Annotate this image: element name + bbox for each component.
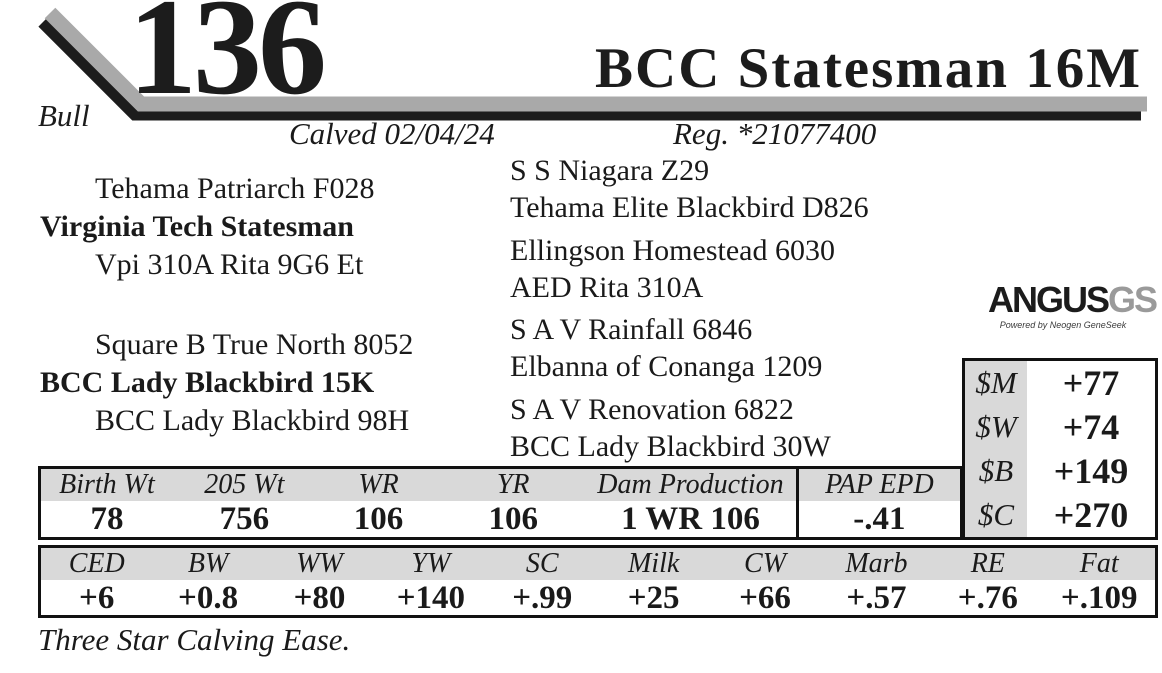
- dollar-index-value: +77: [1062, 363, 1120, 403]
- gs-logo-text: GS: [1108, 279, 1158, 320]
- pedigree-name: AED Rita 310A: [510, 271, 704, 304]
- dollar-index-label: $B: [965, 449, 1027, 493]
- cell-value: +.57: [846, 580, 907, 616]
- pedigree-sire-ancestors: S S Niagara Z29 Tehama Elite Blackbird D…: [510, 152, 869, 306]
- column-header: WR: [358, 469, 399, 500]
- pedigree-name: S S Niagara Z29: [510, 154, 710, 187]
- lot-category: Bull: [38, 98, 90, 133]
- cell-value: 1 WR 106: [621, 501, 760, 537]
- cell-value: 756: [219, 501, 270, 537]
- production-table-header-row: Birth Wt 205 Wt WR YR Dam Production PAP…: [41, 469, 960, 501]
- angus-gs-logo-tagline: Powered by Neogen GeneSeek: [999, 320, 1127, 330]
- dollar-index-row: $C +270: [965, 493, 1155, 537]
- production-table-value-row: 78 756 106 106 1 WR 106 -.41: [41, 501, 960, 538]
- dollar-index-label: $C: [965, 493, 1027, 537]
- column-header: YR: [496, 469, 530, 500]
- pedigree-name: Tehama Patriarch F028: [95, 172, 375, 205]
- pedigree-name: BCC Lady Blackbird 98H: [95, 404, 410, 437]
- column-header: Milk: [627, 548, 680, 579]
- production-table: Birth Wt 205 Wt WR YR Dam Production PAP…: [38, 466, 963, 540]
- pedigree-name-sire: Virginia Tech Statesman: [40, 210, 354, 243]
- epd-table: CED BW WW YW SC Milk CW Marb RE Fat +6 +…: [38, 545, 1158, 618]
- cell-value: +25: [627, 580, 680, 616]
- column-header: BW: [187, 548, 229, 579]
- column-header: CW: [744, 548, 787, 579]
- dollar-index-box: $M +77 $W +74 $B +149 $C +270: [962, 358, 1158, 540]
- lot-number: 136: [128, 0, 327, 123]
- pedigree-sire-parents: Tehama Patriarch F028 Virginia Tech Stat…: [40, 170, 374, 284]
- pedigree-name-dam: BCC Lady Blackbird 15K: [40, 366, 375, 399]
- registration-number: Reg. *21077400: [673, 116, 877, 151]
- cell-value: +0.8: [178, 580, 239, 616]
- cell-value: -.41: [795, 501, 960, 538]
- pedigree-name: Elbanna of Conanga 1209: [510, 350, 823, 383]
- dollar-index-label: $W: [965, 405, 1027, 449]
- pedigree-name: S A V Renovation 6822: [510, 393, 794, 426]
- cell-value: 78: [90, 501, 124, 537]
- cell-value: 106: [488, 501, 538, 537]
- angus-logo-text: ANGUS: [988, 279, 1110, 320]
- dollar-index-value: +149: [1053, 451, 1129, 491]
- pedigree-dam-ancestors: S A V Rainfall 6846 Elbanna of Conanga 1…: [510, 311, 831, 465]
- epd-table-value-row: +6 +0.8 +80 +140 +.99 +25 +66 +.57 +.76 …: [41, 580, 1155, 617]
- column-header: PAP EPD: [795, 469, 960, 501]
- dollar-index-row: $W +74: [965, 405, 1155, 449]
- dollar-index-row: $M +77: [965, 361, 1155, 405]
- cell-value: 106: [353, 501, 404, 537]
- dollar-index-value: +74: [1062, 407, 1120, 447]
- dollar-index-value: +270: [1053, 495, 1129, 535]
- dollar-index-label: $M: [965, 361, 1027, 405]
- footnote: Three Star Calving Ease.: [38, 622, 351, 657]
- calved-date: Calved 02/04/24: [289, 116, 495, 151]
- column-header: Dam Production: [597, 469, 784, 500]
- column-header: RE: [970, 548, 1005, 579]
- pedigree-dam-parents: Square B True North 8052 BCC Lady Blackb…: [40, 326, 413, 440]
- cell-value: +.76: [957, 580, 1018, 616]
- cell-value: +.109: [1060, 580, 1138, 616]
- column-header: WW: [296, 548, 343, 579]
- dollar-index-row: $B +149: [965, 449, 1155, 493]
- angus-gs-logo-wordmark: ANGUSGS: [988, 279, 1158, 320]
- pedigree-name: Square B True North 8052: [95, 328, 414, 361]
- header-stripe-decoration: [38, 7, 1147, 121]
- angus-gs-logo: ANGUSGS Powered by Neogen GeneSeek: [988, 279, 1158, 331]
- cell-value: +.99: [512, 580, 573, 616]
- column-header: Marb: [845, 548, 908, 579]
- pedigree-name: Ellingson Homestead 6030: [510, 234, 835, 267]
- column-header: Fat: [1079, 548, 1119, 579]
- column-header: SC: [525, 548, 559, 579]
- column-header: Birth Wt: [59, 469, 155, 500]
- pedigree-name: Tehama Elite Blackbird D826: [510, 191, 869, 224]
- column-header: CED: [68, 548, 125, 579]
- cell-value: +6: [79, 580, 115, 616]
- pedigree-name: BCC Lady Blackbird 30W: [510, 430, 831, 463]
- cell-value: +80: [293, 580, 346, 616]
- epd-table-header-row: CED BW WW YW SC Milk CW Marb RE Fat: [41, 548, 1155, 580]
- pedigree-name: Vpi 310A Rita 9G6 Et: [95, 248, 364, 281]
- animal-name: BCC Statesman 16M: [595, 37, 1142, 100]
- column-header: YW: [411, 548, 451, 579]
- pedigree-name: S A V Rainfall 6846: [510, 313, 753, 346]
- column-header: 205 Wt: [204, 469, 285, 500]
- cell-value: +66: [739, 580, 791, 616]
- cell-value: +140: [396, 580, 466, 616]
